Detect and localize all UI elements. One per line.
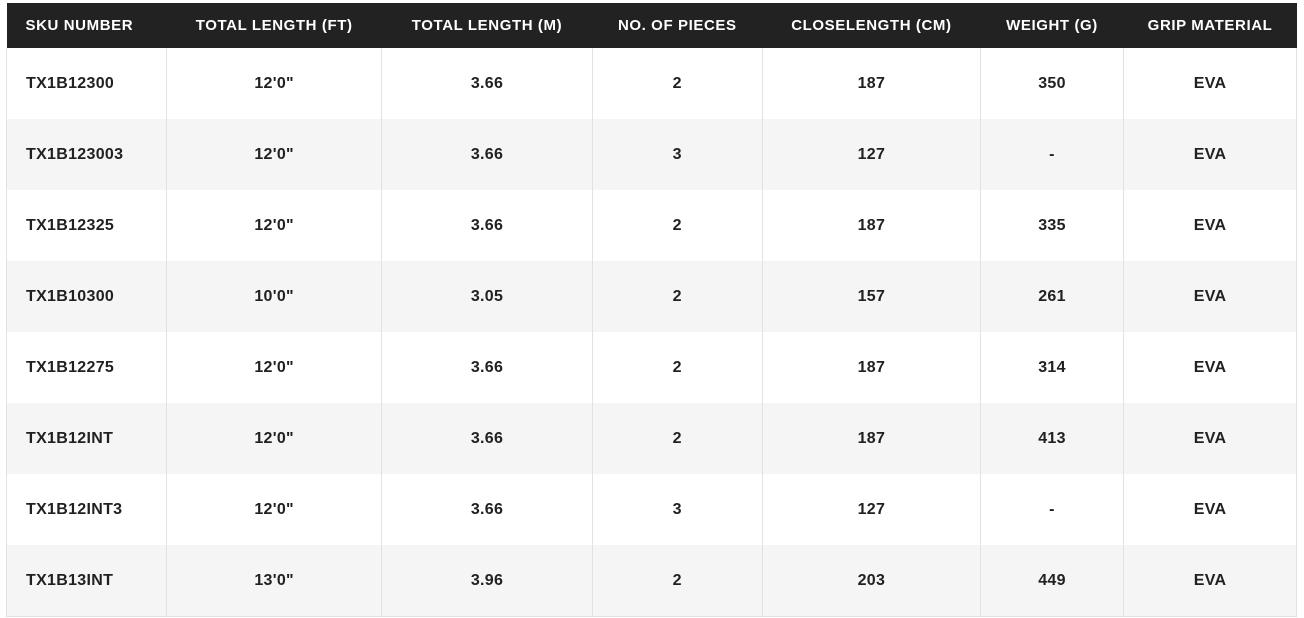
column-header: CLOSELENGTH (CM)	[762, 3, 981, 48]
value-cell: 12'0"	[165, 119, 382, 190]
table-header: SKU NUMBER TOTAL LENGTH (FT) TOTAL LENGTH …	[6, 3, 1297, 48]
value-cell: 12'0"	[165, 403, 382, 474]
value-cell: 3.96	[381, 545, 593, 617]
value-cell: EVA	[1123, 545, 1297, 617]
value-cell: 10'0"	[165, 261, 382, 332]
value-cell: 350	[979, 48, 1124, 119]
value-cell: EVA	[1123, 261, 1297, 332]
value-cell: 3.05	[381, 261, 593, 332]
table-header-row: SKU NUMBER TOTAL LENGTH (FT) TOTAL LENGTH …	[6, 3, 1297, 48]
value-cell: 187	[761, 48, 981, 119]
table-row: TX1B10300 10'0" 3.05 2 157 261 EVA	[6, 261, 1297, 332]
product-spec-table: SKU NUMBER TOTAL LENGTH (FT) TOTAL LENGTH …	[6, 3, 1297, 617]
value-cell: -	[979, 474, 1124, 545]
value-cell: 127	[761, 474, 981, 545]
column-header: TOTAL LENGTH (M)	[381, 3, 593, 48]
value-cell: 3.66	[381, 48, 593, 119]
sku-cell: TX1B12325	[6, 190, 167, 261]
value-cell: 13'0"	[165, 545, 382, 617]
value-cell: EVA	[1123, 48, 1297, 119]
value-cell: 314	[979, 332, 1124, 403]
value-cell: 3.66	[381, 119, 593, 190]
column-header: TOTAL LENGTH (FT)	[166, 3, 382, 48]
value-cell: 127	[761, 119, 981, 190]
value-cell: 3.66	[381, 332, 593, 403]
value-cell: 12'0"	[165, 332, 382, 403]
table-row: TX1B13INT 13'0" 3.96 2 203 449 EVA	[6, 545, 1297, 617]
value-cell: EVA	[1123, 474, 1297, 545]
value-cell: 3.66	[381, 403, 593, 474]
table-row: TX1B12300 12'0" 3.66 2 187 350 EVA	[6, 48, 1297, 119]
column-header: GRIP MATERIAL	[1123, 3, 1297, 48]
column-header: SKU NUMBER	[6, 3, 167, 48]
value-cell: 3.66	[381, 190, 593, 261]
value-cell: 2	[591, 332, 763, 403]
value-cell: EVA	[1123, 332, 1297, 403]
table-row: TX1B12325 12'0" 3.66 2 187 335 EVA	[6, 190, 1297, 261]
value-cell: 203	[761, 545, 981, 617]
sku-cell: TX1B10300	[6, 261, 167, 332]
value-cell: 3	[591, 119, 763, 190]
value-cell: 187	[761, 332, 981, 403]
sku-cell: TX1B12300	[6, 48, 167, 119]
table-row: TX1B12INT3 12'0" 3.66 3 127- EVA	[6, 474, 1297, 545]
sku-cell: TX1B12INT3	[6, 474, 167, 545]
value-cell: EVA	[1123, 403, 1297, 474]
sku-cell: TX1B12275	[6, 332, 167, 403]
sku-cell: TX1B12INT	[6, 403, 167, 474]
table-row: TX1B12INT 12'0" 3.66 2 187 413 EVA	[6, 403, 1297, 474]
column-header: WEIGHT (G)	[980, 3, 1124, 48]
value-cell: 261	[979, 261, 1124, 332]
sku-cell: TX1B13INT	[6, 545, 167, 617]
sku-cell: TX1B123003	[6, 119, 167, 190]
value-cell: 12'0"	[165, 474, 382, 545]
value-cell: 449	[979, 545, 1124, 617]
value-cell: EVA	[1123, 190, 1297, 261]
value-cell: EVA	[1123, 119, 1297, 190]
value-cell: 12'0"	[165, 48, 382, 119]
value-cell: 3.66	[381, 474, 593, 545]
value-cell: 187	[761, 403, 981, 474]
value-cell: 2	[591, 545, 763, 617]
value-cell: 2	[591, 261, 763, 332]
value-cell: 2	[591, 48, 763, 119]
column-header: NO. OF PIECES	[592, 3, 763, 48]
value-cell: 157	[761, 261, 981, 332]
value-cell: 413	[979, 403, 1124, 474]
value-cell: 335	[979, 190, 1124, 261]
value-cell: 187	[761, 190, 981, 261]
value-cell: 2	[591, 190, 763, 261]
table-row: TX1B12275 12'0" 3.66 2 187 314 EVA	[6, 332, 1297, 403]
table-body: TX1B12300 12'0" 3.66 2 187 350 EVA TX1B123003 12…	[6, 48, 1297, 617]
table-row: TX1B123003 12'0" 3.66 3 127- EVA	[6, 119, 1297, 190]
value-cell: 2	[591, 403, 763, 474]
value-cell: 12'0"	[165, 190, 382, 261]
value-cell: 3	[591, 474, 763, 545]
value-cell: -	[979, 119, 1124, 190]
